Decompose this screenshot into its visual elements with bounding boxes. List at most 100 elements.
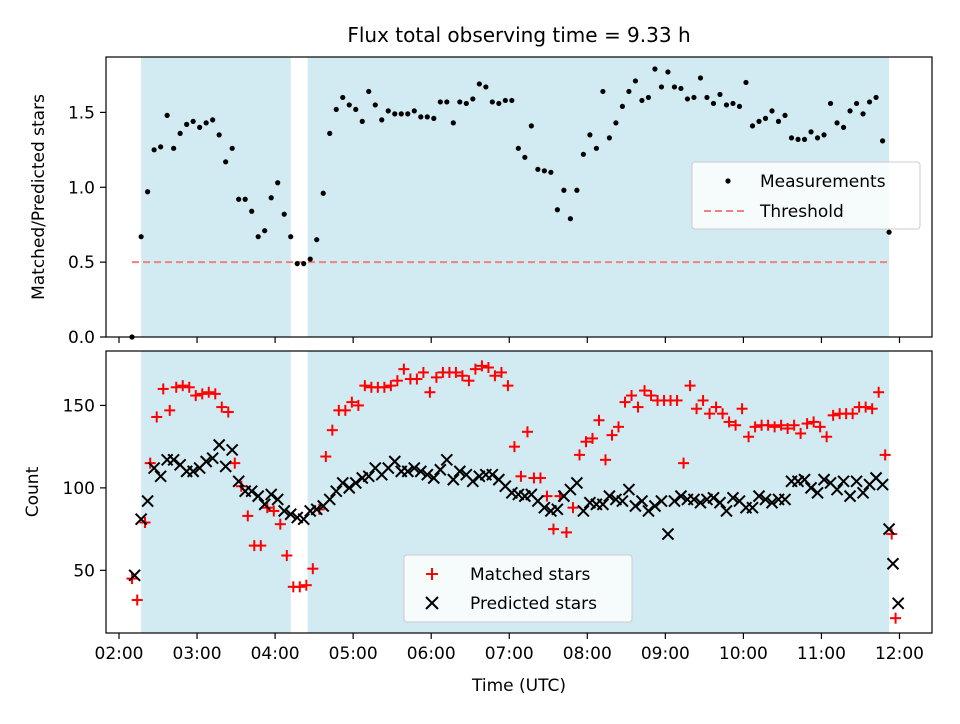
predicted-star-point	[154, 470, 167, 483]
measurement-point	[782, 112, 788, 118]
predicted-star-point	[570, 476, 584, 490]
measurement-point	[372, 102, 378, 108]
measurement-point	[158, 144, 164, 150]
measurement-point	[418, 114, 424, 120]
predicted-star-point	[141, 494, 154, 508]
predicted-star-point	[323, 493, 336, 506]
measurement-point	[307, 256, 313, 262]
predicted-star-point	[551, 503, 564, 516]
predicted-star-point	[251, 489, 265, 503]
measurement-point	[379, 117, 385, 123]
matched-star-point	[586, 432, 598, 444]
predicted-star-point	[414, 465, 427, 478]
measurement-point	[392, 111, 398, 117]
matched-star-point	[424, 386, 436, 398]
measurement-point	[138, 234, 144, 240]
matched-star-point	[879, 449, 891, 461]
matched-star-point	[222, 406, 234, 418]
measurement-point	[788, 135, 795, 141]
predicted-star-point	[219, 460, 232, 473]
predicted-star-point	[655, 494, 668, 508]
predicted-star-point	[264, 488, 278, 501]
predicted-star-point	[362, 470, 375, 483]
predicted-star-point	[616, 494, 629, 508]
matched-star-point	[632, 401, 644, 413]
measurement-point	[223, 159, 229, 165]
measurement-point	[730, 100, 736, 107]
matched-star-point	[378, 381, 390, 393]
matched-star-point	[808, 416, 820, 428]
predicted-star-point	[440, 453, 454, 467]
matched-star-point	[639, 385, 651, 397]
measurement-point	[886, 229, 892, 235]
predicted-star-point	[466, 475, 480, 488]
predicted-star-point	[453, 465, 467, 478]
measurement-point	[652, 66, 658, 72]
measurement-point	[743, 79, 749, 86]
measurement-point	[229, 145, 235, 151]
predicted-star-point	[284, 508, 297, 521]
measurement-point	[268, 195, 274, 201]
predicted-star-point	[687, 493, 701, 506]
measurement-point	[606, 135, 613, 141]
measurement-point	[353, 106, 359, 113]
matched-star-point	[593, 414, 605, 426]
matched-star-point	[281, 549, 293, 561]
matched-star-point	[678, 457, 690, 469]
measurement-point	[411, 108, 417, 114]
matched-star-point	[300, 579, 312, 591]
predicted-star-point	[538, 501, 551, 514]
measurement-point	[457, 99, 463, 105]
bottom-y-axis-label: Count	[23, 466, 43, 517]
matched-star-point	[710, 401, 722, 413]
measurement-point	[535, 166, 541, 172]
predicted-star-point	[661, 527, 675, 541]
p1-ytick-label-1: 100	[63, 479, 95, 499]
measurement-point	[184, 121, 190, 127]
predicted-star-point	[694, 496, 707, 509]
measurement-point	[548, 169, 554, 175]
measurement-point	[561, 187, 567, 193]
matched-star-point	[274, 518, 286, 530]
x-axis-label: Time (UTC)	[471, 676, 566, 696]
predicted-star-point	[635, 494, 649, 508]
measurement-point	[658, 84, 665, 90]
matched-star-point	[450, 366, 462, 378]
matched-star-point	[704, 408, 716, 420]
measurement-point	[515, 145, 521, 151]
measurement-point	[567, 216, 573, 222]
matched-star-point	[671, 394, 683, 406]
measurement-point	[424, 114, 430, 120]
xtick-label-3: 05:00	[329, 644, 378, 664]
predicted-star-point	[713, 496, 727, 509]
predicted-star-point	[817, 473, 831, 486]
matched-star-point	[463, 375, 475, 387]
matched-star-point	[626, 390, 638, 402]
measurement-point	[717, 91, 723, 98]
matched-star-point	[515, 470, 527, 482]
matched-star-point	[573, 449, 585, 461]
measurement-point	[333, 106, 339, 113]
matched-star-point	[847, 408, 859, 420]
predicted-star-point	[629, 499, 642, 513]
matched-star-point	[359, 380, 371, 392]
predicted-star-point	[804, 481, 818, 495]
matched-star-point	[294, 581, 306, 593]
measurement-point	[866, 99, 873, 105]
matched-star-point	[749, 421, 761, 433]
measurement-point	[463, 100, 469, 107]
bottom-y-ticks: 50 100 150	[63, 396, 106, 581]
predicted-star-point	[408, 461, 421, 475]
measurement-point	[775, 118, 782, 124]
predicted-star-point	[206, 451, 219, 465]
measurement-point	[431, 115, 437, 121]
matched-star-point	[782, 423, 794, 435]
predicted-star-point	[245, 484, 258, 498]
matched-star-point	[697, 394, 709, 406]
measurement-point	[801, 136, 808, 142]
measurement-point	[834, 120, 840, 126]
predicted-star-point	[668, 494, 681, 508]
matched-star-point	[255, 540, 267, 552]
predicted-star-point	[388, 455, 401, 468]
matched-star-point	[242, 510, 254, 522]
